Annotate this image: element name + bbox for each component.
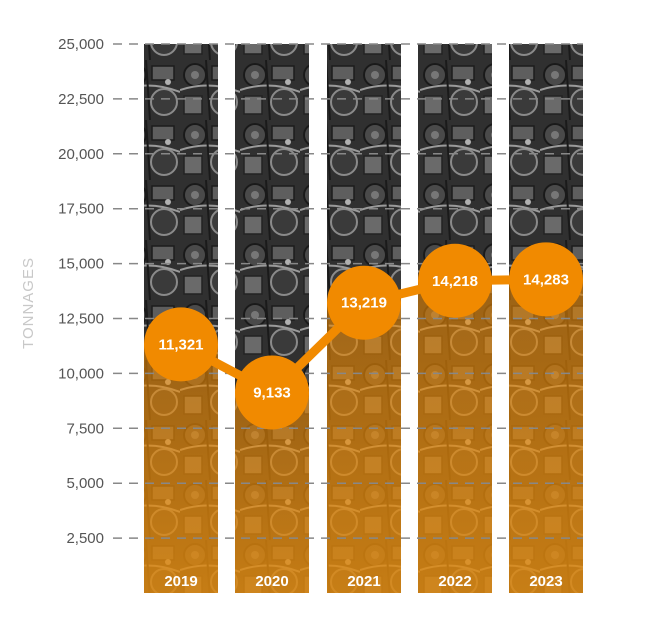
bar-value-fill <box>144 344 218 593</box>
data-point-marker <box>144 307 218 382</box>
line-series: 11,321 9,133 13,219 14,218 14,283 <box>144 242 583 430</box>
y-tick-label: 20,000 <box>58 146 104 163</box>
data-label: 11,321 <box>158 336 203 353</box>
x-tick-label: 2019 <box>164 573 197 590</box>
data-point-2020: 9,133 <box>235 355 309 430</box>
x-tick-label: 2022 <box>438 573 471 590</box>
data-label: 9,133 <box>253 384 291 401</box>
y-tick-label: 5,000 <box>66 475 104 492</box>
data-point-2021: 13,219 <box>327 265 401 340</box>
data-point-marker <box>418 243 492 318</box>
bar-2022 <box>418 44 492 593</box>
y-tick-label: 25,000 <box>58 36 104 53</box>
x-tick-label: 2021 <box>347 573 380 590</box>
data-point-2019: 11,321 <box>144 307 218 382</box>
data-label: 13,219 <box>341 295 387 312</box>
bar-value-fill <box>418 280 492 593</box>
y-tick-label: 10,000 <box>58 365 104 382</box>
grid-lines <box>113 43 583 539</box>
data-point-marker <box>327 265 401 340</box>
category-labels: 2019 2020 2021 2022 2023 <box>164 573 562 590</box>
data-label: 14,218 <box>432 273 478 290</box>
y-axis-label: TONNAGES <box>20 257 37 349</box>
y-tick-label: 17,500 <box>58 201 104 218</box>
data-label: 14,283 <box>523 271 569 288</box>
data-point-marker <box>509 242 583 317</box>
data-point-2022: 14,218 <box>418 243 492 318</box>
y-tick-label: 2,500 <box>66 530 104 547</box>
bar-value-fill <box>327 302 401 593</box>
y-tick-label: 22,500 <box>58 91 104 108</box>
data-point-marker <box>235 355 309 430</box>
y-axis-ticks: 2,500 5,000 7,500 10,000 12,500 15,000 17,500 2… <box>58 36 104 547</box>
x-tick-label: 2020 <box>255 573 288 590</box>
y-tick-label: 7,500 <box>66 420 104 437</box>
y-tick-label: 15,000 <box>58 256 104 273</box>
bar-value-fill <box>509 279 583 593</box>
y-tick-label: 12,500 <box>58 311 104 328</box>
x-tick-label: 2023 <box>529 573 562 590</box>
data-point-2023: 14,283 <box>509 242 583 317</box>
